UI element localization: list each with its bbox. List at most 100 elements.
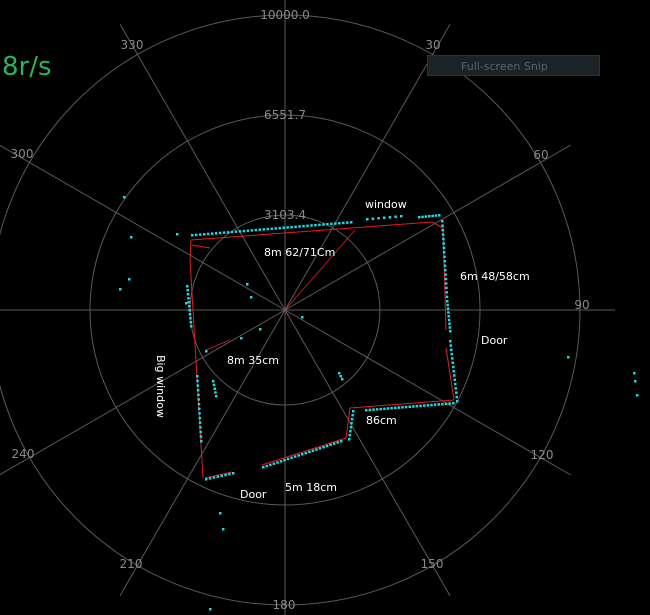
scan-point [421,215,424,219]
snip-tooltip: Full-screen Snip [427,55,600,76]
scan-point [194,233,198,237]
scan-point [442,251,446,254]
scan-point [279,460,283,463]
angle-label: 300 [11,147,34,161]
scan-point [198,421,202,424]
scan-point [443,255,446,259]
scan-point [441,402,444,406]
scan-point [266,227,270,231]
outline-segment [191,244,211,249]
scan-point [433,403,437,406]
window-annotation: window [365,198,407,211]
scan-point [340,440,343,443]
scan-point [336,441,339,444]
room-outline [189,221,455,479]
wall-bottom-annotation: 5m 18cm [285,481,337,494]
scan-point [186,285,189,288]
scan-point [451,361,454,364]
outline-segment [431,221,444,229]
scan-point [400,215,403,218]
scan-point [456,400,459,403]
scan-point [218,231,222,235]
scan-point [191,234,194,237]
scan-point [379,407,382,411]
angle-label: 330 [121,38,144,52]
outline-segment [205,339,231,351]
scan-point [250,296,253,299]
scan-point [448,326,452,329]
scan-point [446,307,450,310]
scan-point [442,242,445,245]
scan-point [332,442,336,445]
scan-point [397,406,401,409]
outline-segment [189,259,204,479]
scan-point [444,282,448,285]
scan-point [341,378,344,381]
angle-spoke [284,23,451,311]
scan-point [441,224,444,227]
scan-point [351,414,354,417]
scan-point [412,405,415,408]
scan-point [246,229,250,232]
scan-point [302,224,305,228]
scan-points [119,196,639,611]
scan-point [315,448,318,451]
scan-point [348,434,352,437]
scan-point [330,222,333,226]
scan-point [197,398,200,401]
scan-point [322,223,325,226]
scan-point [428,215,431,218]
scan-point [176,233,179,236]
scan-point [297,454,300,457]
scan-point [205,350,208,353]
scan-point [419,404,422,408]
scan-point [198,407,201,410]
ring-label: 6551.7 [264,108,306,122]
big-window-annotation: Big window [154,355,167,418]
scan-point [452,365,455,369]
scan-point [219,512,222,515]
scan-point [633,372,636,375]
scan-point [453,378,456,382]
scan-point [348,438,351,441]
scan-point [199,430,202,434]
scan-point [290,225,293,229]
scan-point [449,340,452,343]
scan-point [449,330,452,333]
scan-point [318,223,321,227]
outline-segment [445,347,455,401]
scan-point [259,328,262,331]
scan-point [390,406,393,410]
scan-point [394,215,397,218]
scan-point [250,229,254,232]
wall-left-annotation: 8m 35cm [227,354,279,367]
outline-segment [261,437,347,466]
scan-point [269,463,272,467]
outline-segment [349,399,455,409]
scan-point [441,220,444,223]
scan-point [418,216,421,219]
scan-point [446,303,449,307]
scan-point [371,217,375,220]
scan-point [450,352,453,356]
scan-point [205,478,208,481]
scan-point [200,440,203,443]
scan-point [349,430,352,433]
scan-point [187,301,191,304]
scan-point [226,231,230,234]
outline-segment [284,229,356,311]
scan-point [301,316,304,319]
scan-point [424,215,428,218]
scan-point [383,216,386,219]
scan-point [212,383,216,387]
angle-label: 180 [273,598,296,612]
scan-point [447,318,451,322]
scan-point [196,379,199,383]
scan-point [242,229,246,233]
scan-point [449,344,452,347]
scan-point [445,295,449,299]
scan-point [294,225,297,229]
scan-point [322,445,325,449]
scan-point [423,404,426,407]
